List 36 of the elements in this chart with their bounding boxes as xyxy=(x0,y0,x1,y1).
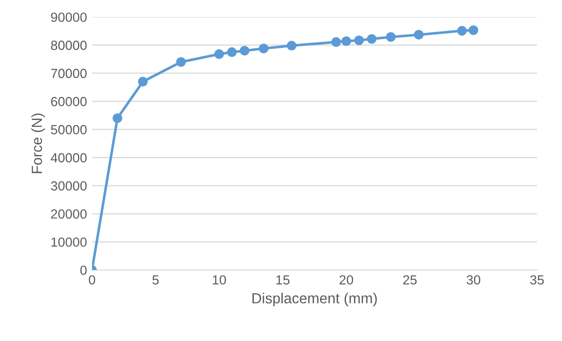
x-tick-label: 15 xyxy=(276,275,290,285)
point xyxy=(468,25,478,36)
y-axis-title: Force (N) xyxy=(31,114,45,174)
y-tick-label: 0 xyxy=(80,266,87,275)
x-tick-label: 5 xyxy=(152,275,159,285)
y-tick-label: 10000 xyxy=(51,237,87,247)
x-axis-title: Displacement (mm) xyxy=(252,292,377,306)
x-tick-label: 25 xyxy=(403,275,417,285)
x-tick-label: 35 xyxy=(530,275,544,285)
y-tick-label: 70000 xyxy=(51,68,87,78)
point xyxy=(138,76,148,87)
point xyxy=(226,47,237,57)
point xyxy=(286,40,296,51)
point xyxy=(240,46,250,56)
y-tick-label: 80000 xyxy=(51,40,87,50)
point xyxy=(258,44,269,54)
x-tick-label: 20 xyxy=(340,275,354,285)
point xyxy=(331,37,341,47)
y-tick-label: 40000 xyxy=(50,153,87,162)
point xyxy=(112,113,122,124)
y-tick-label: 50000 xyxy=(50,125,87,134)
y-tick-label: 60000 xyxy=(51,96,87,106)
point xyxy=(414,30,424,40)
point xyxy=(366,34,377,44)
point xyxy=(386,32,396,42)
x-tick-label: 0 xyxy=(88,275,96,285)
y-tick-label: 20000 xyxy=(51,209,87,219)
x-tick-label: 10 xyxy=(212,275,226,285)
y-tick-label: 30000 xyxy=(50,181,87,191)
point xyxy=(214,49,224,59)
point xyxy=(176,57,186,67)
point xyxy=(457,26,467,36)
y-tick-label: 90000 xyxy=(51,12,87,22)
point xyxy=(354,35,364,46)
point xyxy=(341,36,352,46)
x-tick-label: 30 xyxy=(466,275,480,285)
